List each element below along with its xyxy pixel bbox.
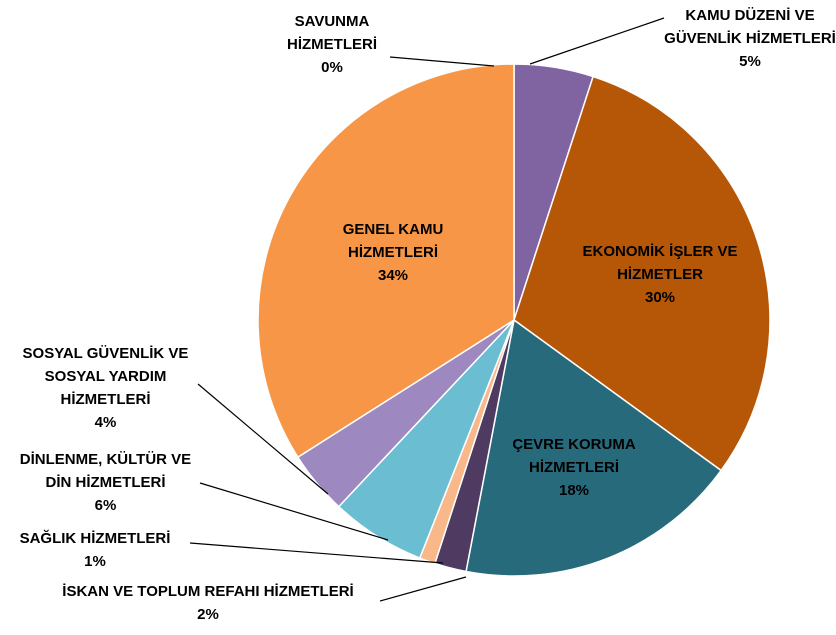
leader-line: [389, 56, 495, 67]
category-name: SOSYAL GÜVENLİK VE SOSYAL YARDIM HİZMETL…: [22, 345, 189, 408]
leader-line: [189, 542, 444, 564]
value-label: 30%: [644, 289, 676, 306]
pie-slice: [257, 63, 515, 459]
value-label: 34%: [377, 267, 409, 284]
category-name: ÇEVRE KORUMA HİZMETLERİ: [512, 436, 636, 476]
slice-label: İSKAN VE TOPLUM REFAHI HİZMETLERİ 2%: [18, 580, 398, 626]
value-label: 6%: [94, 497, 117, 514]
slice-label: SOSYAL GÜVENLİK VE SOSYAL YARDIM HİZMETL…: [8, 342, 203, 434]
category-name: SAĞLIK HİZMETLERİ: [19, 530, 171, 547]
category-name: İSKAN VE TOPLUM REFAHI HİZMETLERİ: [62, 583, 354, 600]
slice-label: SAVUNMA HİZMETLERİ 0%: [262, 10, 402, 79]
pie-slice: [465, 318, 723, 577]
leader-line: [379, 576, 467, 602]
category-name: SAVUNMA HİZMETLERİ: [287, 13, 377, 53]
slice-label: GENEL KAMU HİZMETLERİ 34%: [318, 218, 468, 287]
leader-line: [197, 383, 329, 495]
slice-label: KAMU DÜZENİ VE GÜVENLİK HİZMETLERİ 5%: [662, 4, 836, 73]
value-label: 1%: [84, 553, 106, 570]
slice-label: EKONOMİK İŞLER VE HİZMETLER 30%: [555, 240, 765, 309]
leader-line: [529, 17, 665, 65]
pie-slice: [513, 75, 771, 472]
value-label: 5%: [739, 53, 761, 70]
value-label: 4%: [94, 414, 117, 431]
value-label: 0%: [321, 59, 343, 76]
category-name: GENEL KAMU HİZMETLERİ: [342, 221, 444, 261]
slice-label: DİNLENME, KÜLTÜR VE DİN HİZMETLERİ 6%: [8, 448, 203, 517]
leader-line: [199, 482, 389, 541]
category-name: DİNLENME, KÜLTÜR VE DİN HİZMETLERİ: [19, 451, 192, 491]
category-name: KAMU DÜZENİ VE GÜVENLİK HİZMETLERİ: [664, 7, 836, 47]
value-label: 18%: [558, 482, 590, 499]
category-name: EKONOMİK İŞLER VE HİZMETLER: [582, 243, 738, 283]
slice-label: SAĞLIK HİZMETLERİ 1%: [0, 527, 190, 573]
slice-label: ÇEVRE KORUMA HİZMETLERİ 18%: [494, 433, 654, 502]
value-label: 2%: [197, 606, 219, 623]
